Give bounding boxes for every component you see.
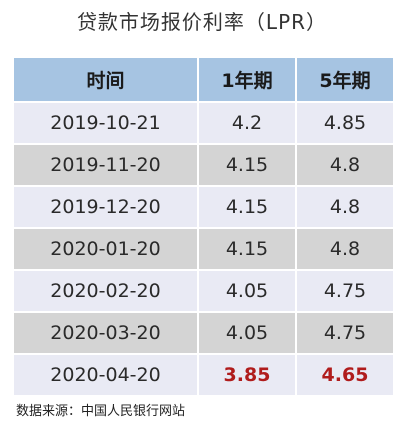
- table-row: 2019-10-21 4.2 4.85: [14, 103, 393, 143]
- cell-date: 2020-01-20: [14, 229, 197, 269]
- table-row: 2019-11-20 4.15 4.8: [14, 145, 393, 185]
- table-row: 2020-01-20 4.15 4.8: [14, 229, 393, 269]
- cell-one-year: 4.05: [199, 313, 295, 353]
- cell-date: 2019-11-20: [14, 145, 197, 185]
- cell-one-year: 4.2: [199, 103, 295, 143]
- cell-one-year-highlight: 3.85: [199, 355, 295, 395]
- cell-one-year: 4.15: [199, 187, 295, 227]
- cell-one-year: 4.15: [199, 229, 295, 269]
- header-date: 时间: [14, 58, 197, 101]
- page-title: 贷款市场报价利率（LPR）: [76, 10, 328, 34]
- table-row: 2020-04-20 3.85 4.65: [14, 355, 393, 395]
- cell-five-year: 4.8: [297, 187, 393, 227]
- lpr-table: 时间 1年期 5年期 2019-10-21 4.2 4.85 2019-11-2…: [12, 56, 395, 397]
- cell-date: 2020-02-20: [14, 271, 197, 311]
- table-row: 2020-02-20 4.05 4.75: [14, 271, 393, 311]
- cell-five-year: 4.75: [297, 271, 393, 311]
- cell-date: 2019-12-20: [14, 187, 197, 227]
- cell-date: 2020-04-20: [14, 355, 197, 395]
- header-five-year: 5年期: [297, 58, 393, 101]
- cell-one-year: 4.05: [199, 271, 295, 311]
- table-row: 2019-12-20 4.15 4.8: [14, 187, 393, 227]
- cell-five-year: 4.8: [297, 145, 393, 185]
- table-header-row: 时间 1年期 5年期: [14, 58, 393, 101]
- table-row: 2020-03-20 4.05 4.75: [14, 313, 393, 353]
- cell-five-year-highlight: 4.65: [297, 355, 393, 395]
- cell-date: 2019-10-21: [14, 103, 197, 143]
- data-source-note: 数据来源：中国人民银行网站: [16, 404, 186, 419]
- cell-five-year: 4.8: [297, 229, 393, 269]
- header-one-year: 1年期: [199, 58, 295, 101]
- cell-one-year: 4.15: [199, 145, 295, 185]
- cell-date: 2020-03-20: [14, 313, 197, 353]
- cell-five-year: 4.75: [297, 313, 393, 353]
- cell-five-year: 4.85: [297, 103, 393, 143]
